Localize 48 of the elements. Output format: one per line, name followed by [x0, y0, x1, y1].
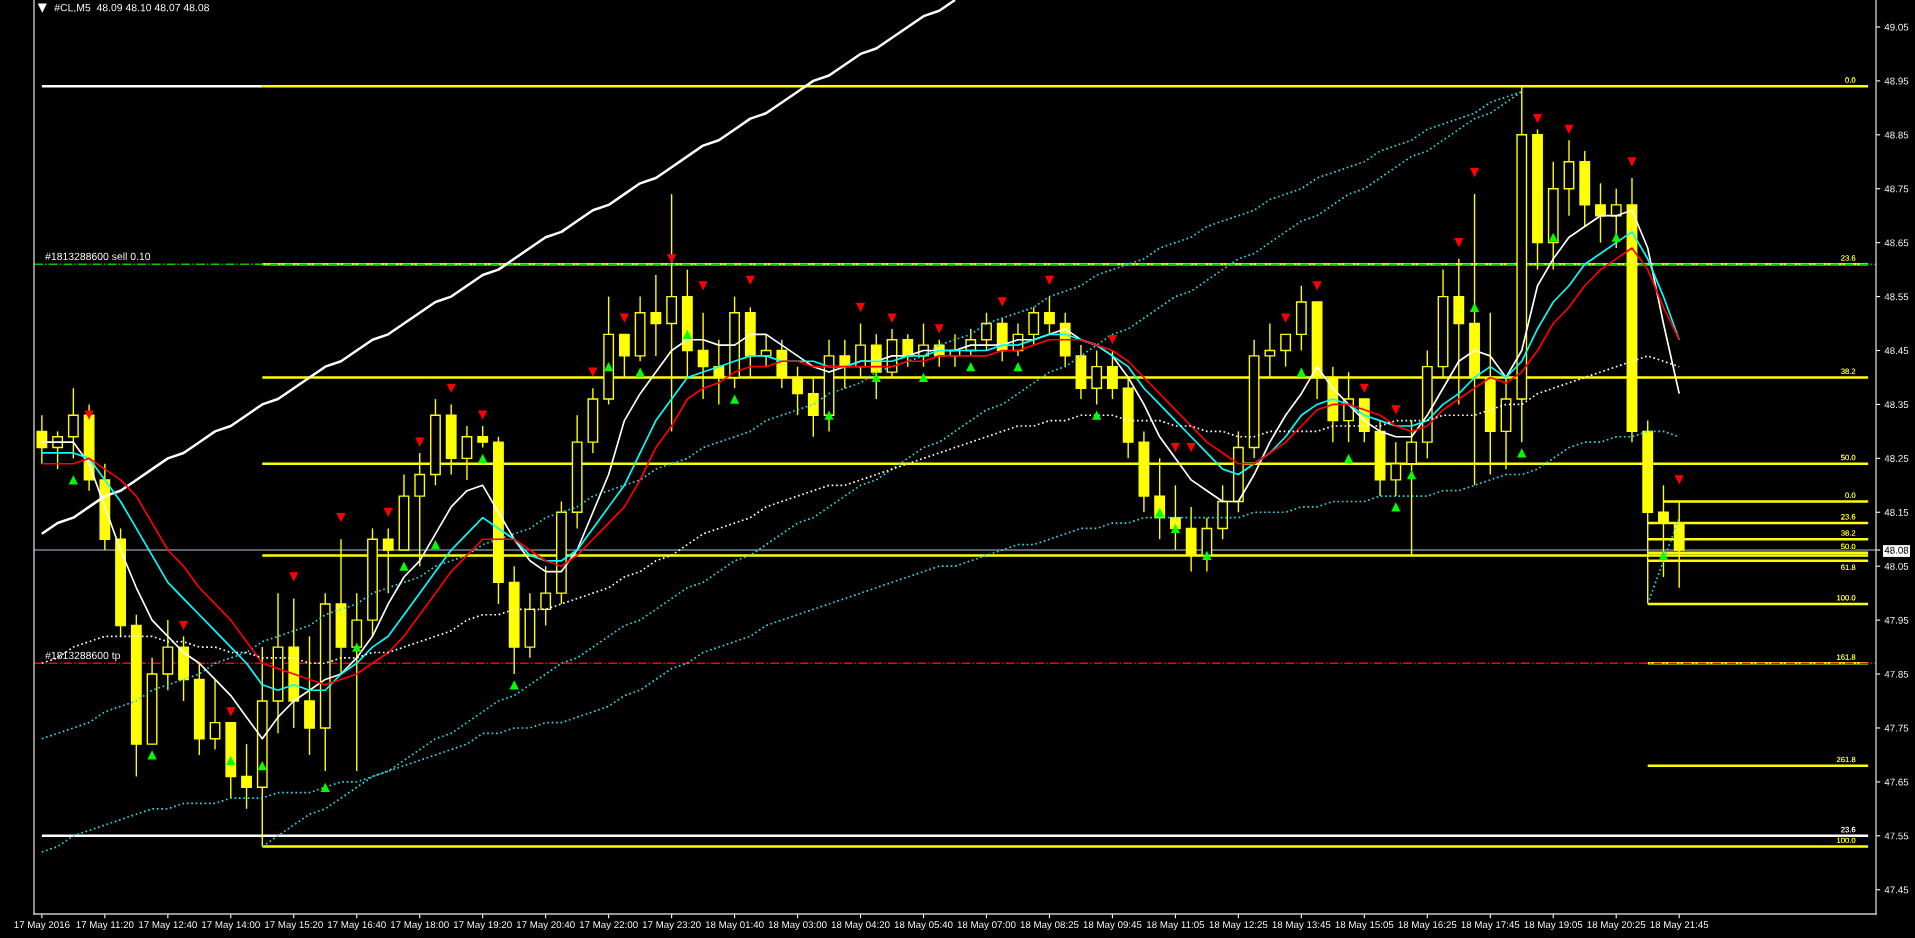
y-tick-label: 48.45	[1884, 347, 1909, 355]
x-tick-label: 18 May 13:45	[1272, 921, 1331, 931]
x-tick-label: 17 May 18:00	[391, 921, 449, 931]
x-tick-label: 18 May 08:25	[1020, 921, 1079, 931]
x-tick-label: 18 May 17:45	[1461, 921, 1520, 931]
x-tick-label: 18 May 16:25	[1398, 921, 1457, 931]
x-tick-label: 18 May 09:45	[1083, 921, 1142, 931]
y-tick-label: 48.65	[1884, 239, 1909, 247]
x-tick-label: 18 May 05:40	[894, 921, 953, 931]
x-tick-label: 18 May 03:00	[768, 921, 827, 931]
y-tick-label: 47.65	[1884, 778, 1909, 786]
ref-line-label: #1813288600 tp	[45, 651, 120, 662]
y-tick-label: 48.15	[1884, 509, 1909, 516]
x-tick-label: 17 May 20:40	[516, 921, 575, 931]
x-tick-label: 17 May 12:40	[139, 921, 197, 931]
y-tick-label: 48.05	[1884, 562, 1909, 570]
x-tick-label: 18 May 01:40	[705, 921, 764, 931]
x-tick-label: 18 May 20:25	[1587, 921, 1646, 931]
y-tick-label: 47.55	[1884, 832, 1909, 840]
y-tick-label: 48.95	[1884, 77, 1909, 85]
y-tick-label: 48.35	[1884, 401, 1909, 409]
x-tick-label: 18 May 11:05	[1147, 921, 1205, 931]
x-tick-label: 18 May 19:05	[1524, 921, 1583, 931]
y-tick-label: 47.85	[1884, 670, 1909, 678]
x-tick-label: 17 May 11:20	[76, 921, 134, 931]
ref-line-label: #1813288600 sell 0.10	[45, 252, 151, 261]
y-tick-label: 47.75	[1884, 724, 1909, 732]
y-tick-label: 47.45	[1884, 886, 1909, 894]
y-tick-label: 49.05	[1884, 23, 1909, 31]
x-tick-label: 18 May 07:00	[957, 921, 1016, 931]
x-tick-label: 17 May 22:00	[579, 921, 638, 931]
y-tick-label: 48.75	[1884, 185, 1909, 193]
chart-title: #CL,M5 48.09 48.10 48.07 48.08	[54, 3, 210, 13]
x-tick-label: 18 May 12:25	[1209, 921, 1268, 931]
y-tick-label: 48.85	[1884, 131, 1909, 139]
y-tick-label: 48.25	[1884, 455, 1909, 462]
x-tick-label: 18 May 15:05	[1335, 921, 1394, 931]
y-tick-label: 48.08	[1884, 546, 1909, 554]
x-tick-label: 18 May 21:45	[1650, 921, 1709, 931]
x-tick-label: 17 May 15:20	[265, 921, 323, 931]
x-tick-label: 17 May 19:20	[453, 921, 512, 931]
y-tick-label: 47.95	[1884, 616, 1909, 624]
x-tick-label: 17 May 23:20	[642, 921, 701, 931]
x-tick-label: 17 May 16:40	[328, 921, 386, 931]
x-tick-label: 17 May 14:00	[202, 921, 260, 931]
x-tick-label: 17 May 2016	[14, 921, 70, 931]
x-tick-label: 18 May 04:20	[831, 921, 890, 931]
y-tick-label: 48.55	[1884, 293, 1909, 301]
